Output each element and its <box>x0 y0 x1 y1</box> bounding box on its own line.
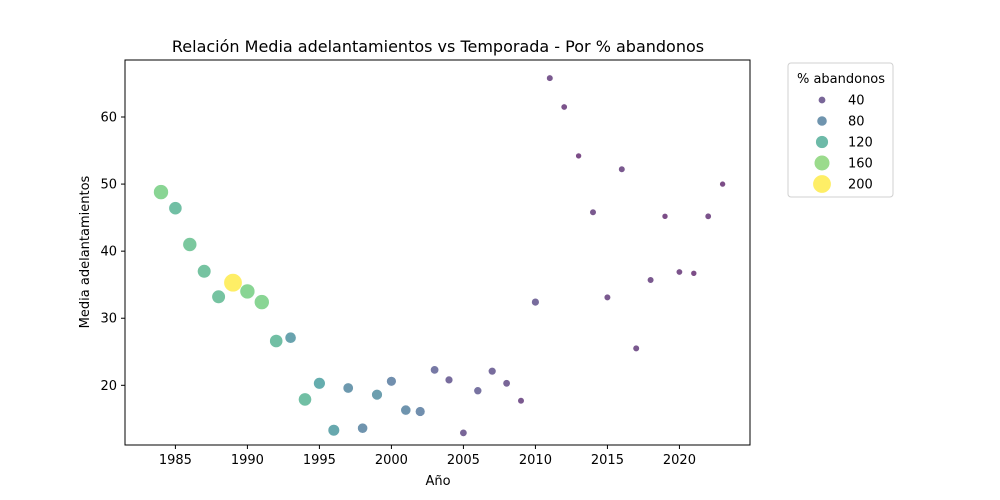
y-tick-label: 50 <box>100 178 117 193</box>
legend-label: 40 <box>848 94 865 109</box>
data-point <box>531 297 540 307</box>
legend-title: % abandonos <box>797 72 885 87</box>
data-point <box>327 424 340 437</box>
legend-marker <box>816 115 828 127</box>
chart-title: Relación Media adelantamientos vs Tempor… <box>172 37 704 56</box>
x-tick-label: 2005 <box>447 453 480 468</box>
x-tick-label: 1995 <box>303 453 336 468</box>
data-point <box>632 344 640 353</box>
data-point <box>342 382 354 394</box>
data-point <box>400 404 412 416</box>
data-point <box>269 334 284 348</box>
x-axis-ticks: 1985 1990 1995 2000 2005 2010 2015 2020 <box>159 445 696 468</box>
legend-marker <box>815 135 829 149</box>
x-tick-label: 2010 <box>519 453 552 468</box>
data-point <box>675 268 683 276</box>
data-point <box>211 289 226 304</box>
y-tick-label: 60 <box>100 111 117 126</box>
data-point <box>284 331 297 344</box>
data-point <box>223 273 243 293</box>
x-tick-label: 1985 <box>159 453 192 468</box>
data-point <box>386 376 397 387</box>
legend-entries: 40 80 120 160 200 <box>812 94 873 194</box>
data-point <box>371 389 383 401</box>
data-point <box>197 264 212 279</box>
data-point <box>661 213 669 220</box>
data-point <box>357 422 368 434</box>
data-point <box>253 294 270 310</box>
x-tick-label: 2020 <box>663 453 696 468</box>
data-point <box>488 367 497 376</box>
data-point <box>182 237 198 252</box>
y-axis-label: Media adelantamientos <box>78 175 93 328</box>
legend-marker <box>812 174 832 194</box>
data-point <box>575 152 582 160</box>
legend-marker <box>817 96 826 105</box>
legend-label: 120 <box>848 136 873 151</box>
legend-label: 160 <box>848 157 873 172</box>
data-point <box>153 184 169 200</box>
data-point <box>690 269 698 277</box>
data-point <box>546 74 554 82</box>
data-point <box>560 103 568 111</box>
y-tick-label: 20 <box>100 379 117 394</box>
x-tick-label: 2000 <box>375 453 408 468</box>
data-point <box>430 365 440 375</box>
legend-label: 80 <box>848 115 865 130</box>
data-point <box>589 208 597 216</box>
legend-marker <box>813 154 831 172</box>
data-point <box>459 428 468 437</box>
data-point <box>719 180 726 188</box>
y-tick-label: 40 <box>100 245 117 260</box>
y-tick-label: 30 <box>100 312 117 327</box>
data-point <box>473 386 483 396</box>
data-point <box>313 377 326 390</box>
x-axis-label: Año <box>425 474 450 489</box>
data-point <box>704 212 712 220</box>
plot-frame <box>124 59 751 446</box>
legend: % abandonos 40 80 120 160 200 <box>787 62 894 198</box>
x-tick-label: 2015 <box>591 453 624 468</box>
data-point <box>646 276 655 284</box>
data-points <box>153 74 726 437</box>
data-point <box>444 375 454 385</box>
data-point <box>168 201 183 216</box>
legend-label: 200 <box>848 178 873 193</box>
x-tick-label: 1990 <box>231 453 264 468</box>
data-point <box>618 165 626 173</box>
data-point <box>517 397 525 405</box>
data-point <box>502 379 511 388</box>
data-point <box>603 293 612 302</box>
y-axis-ticks: 20 30 40 50 60 <box>100 111 125 394</box>
data-point <box>298 392 312 407</box>
data-point <box>239 283 256 300</box>
data-point <box>415 406 426 417</box>
